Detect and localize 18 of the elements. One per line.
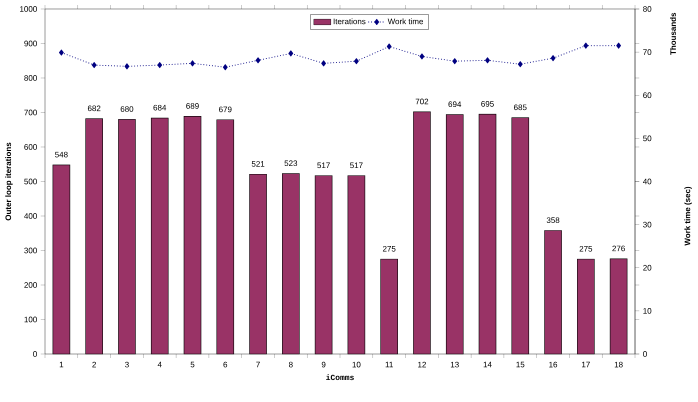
point bbox=[222, 64, 228, 70]
point bbox=[420, 53, 424, 60]
point bbox=[616, 42, 622, 49]
point bbox=[354, 58, 359, 64]
point bbox=[190, 60, 195, 66]
point bbox=[321, 60, 326, 66]
point bbox=[256, 57, 260, 64]
point bbox=[518, 61, 523, 68]
point bbox=[157, 62, 162, 68]
point bbox=[124, 63, 130, 70]
point bbox=[583, 42, 588, 49]
point bbox=[288, 50, 294, 56]
point bbox=[485, 57, 490, 64]
point bbox=[59, 50, 64, 56]
point bbox=[386, 43, 392, 50]
point bbox=[550, 55, 556, 62]
point bbox=[452, 58, 458, 64]
point bbox=[92, 62, 97, 68]
